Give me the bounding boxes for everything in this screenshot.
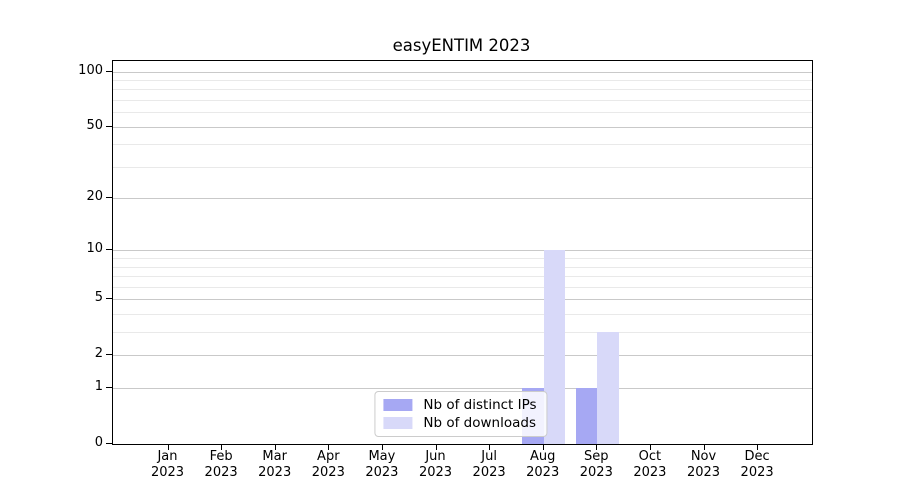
x-tick: [489, 444, 491, 450]
x-tick-month: Sep: [584, 449, 609, 464]
gridline-minor: [113, 258, 812, 260]
x-tick-year: 2023: [740, 464, 774, 480]
gridline-major: [113, 299, 812, 301]
x-tick: [328, 444, 330, 450]
x-tick-month: Feb: [209, 449, 233, 464]
gridline-major: [113, 388, 812, 390]
plot-area: [112, 60, 813, 445]
x-tick-year: 2023: [418, 464, 453, 480]
x-tick-month: Jan: [157, 449, 178, 464]
gridline-minor: [113, 332, 812, 334]
y-tick: [106, 354, 112, 356]
y-tick: [106, 298, 112, 300]
y-tick: [106, 70, 112, 72]
y-tick: [106, 197, 112, 199]
gridline-minor: [113, 144, 812, 146]
x-tick-label: Aug 2023: [511, 449, 575, 480]
x-tick-month: Jun: [425, 449, 446, 464]
gridline-minor: [113, 79, 812, 81]
x-tick: [381, 444, 383, 450]
x-tick-year: 2023: [526, 464, 560, 480]
gridline-major: [113, 126, 812, 128]
chart-title: easyENTIM 2023: [392, 36, 531, 55]
x-tick-month: May: [368, 449, 396, 464]
x-tick-label: May 2023: [350, 449, 414, 480]
x-tick: [703, 444, 705, 450]
y-tick: [106, 125, 112, 127]
x-tick: [757, 444, 759, 450]
x-tick-label: Jan 2023: [136, 449, 200, 480]
x-tick-label: Dec 2023: [725, 449, 789, 480]
x-tick-year: 2023: [579, 464, 613, 480]
bar-nb-of-downloads-sep: [597, 332, 619, 444]
x-tick: [435, 444, 437, 450]
x-tick-month: Nov: [690, 449, 717, 464]
x-tick-year: 2023: [472, 464, 506, 480]
x-tick-label: Oct 2023: [618, 449, 682, 480]
x-tick-year: 2023: [311, 464, 345, 480]
x-tick-label: Mar 2023: [243, 449, 307, 480]
gridline-major: [113, 355, 812, 357]
x-tick-label: Sep 2023: [564, 449, 628, 480]
legend-swatch-downloads: [383, 417, 413, 429]
x-tick-label: Nov 2023: [672, 449, 736, 480]
x-tick-month: Aug: [529, 449, 556, 464]
y-tick-label: 1: [94, 379, 103, 395]
legend-label-distinct-ips: Nb of distinct IPs: [423, 397, 537, 413]
y-tick: [106, 387, 112, 389]
x-tick: [167, 444, 169, 450]
y-tick: [106, 249, 112, 251]
x-tick-year: 2023: [686, 464, 721, 480]
x-tick-label: Jun 2023: [404, 449, 468, 480]
gridline-major: [113, 71, 812, 73]
gridline-major: [113, 198, 812, 200]
gridline-minor: [113, 314, 812, 316]
y-tick: [106, 443, 112, 444]
y-tick-label: 20: [86, 189, 103, 205]
legend-swatch-distinct-ips: [383, 399, 413, 411]
gridline-minor: [113, 99, 812, 101]
x-tick-month: Jul: [481, 449, 497, 464]
legend-label-downloads: Nb of downloads: [423, 415, 536, 431]
gridline-major: [113, 250, 812, 252]
x-tick-year: 2023: [204, 464, 238, 480]
x-tick: [274, 444, 276, 450]
x-tick: [649, 444, 651, 450]
gridline-minor: [113, 112, 812, 114]
x-tick-month: Oct: [638, 449, 662, 464]
legend-item-distinct-ips: Nb of distinct IPs: [383, 397, 537, 413]
gridline-minor: [113, 89, 812, 91]
x-tick-month: Apr: [317, 449, 340, 464]
x-tick-label: Feb 2023: [189, 449, 253, 480]
x-tick: [542, 444, 544, 450]
x-tick-month: Mar: [262, 449, 287, 464]
y-tick-label: 5: [94, 290, 103, 306]
gridline-minor: [113, 166, 812, 168]
x-tick-month: Dec: [744, 449, 770, 464]
bar-nb-of-distinct-ips-sep: [575, 388, 598, 444]
x-tick-year: 2023: [633, 464, 667, 480]
y-tick-label: 50: [86, 117, 103, 133]
x-tick-label: Apr 2023: [296, 449, 360, 480]
x-tick: [221, 444, 223, 450]
x-tick-year: 2023: [150, 464, 185, 480]
y-tick-label: 0: [94, 435, 103, 450]
x-tick-year: 2023: [258, 464, 292, 480]
x-tick: [596, 444, 598, 450]
gridline-minor: [113, 276, 812, 278]
gridline-minor: [113, 286, 812, 288]
legend-item-downloads: Nb of downloads: [383, 415, 536, 431]
bar-nb-of-downloads-aug: [543, 250, 566, 444]
y-tick-label: 100: [78, 62, 103, 78]
y-tick-label: 2: [94, 346, 103, 362]
y-tick-label: 10: [86, 241, 103, 257]
legend: Nb of distinct IPs Nb of downloads: [374, 391, 548, 437]
x-tick-label: Jul 2023: [457, 449, 521, 480]
gridline-minor: [113, 266, 812, 268]
x-tick-year: 2023: [365, 464, 399, 480]
